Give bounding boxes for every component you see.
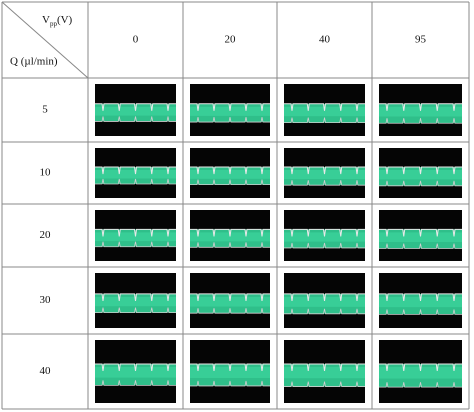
fluid-glow bbox=[190, 170, 270, 179]
micrograph bbox=[284, 340, 365, 403]
micrograph bbox=[190, 210, 270, 261]
fluid-glow bbox=[379, 232, 462, 242]
electrode-edge bbox=[190, 242, 270, 248]
fluid-glow bbox=[95, 170, 176, 179]
row-header: 20 bbox=[40, 229, 52, 241]
electrode-edge bbox=[284, 180, 365, 186]
micrograph bbox=[379, 210, 462, 261]
micrograph bbox=[284, 84, 365, 136]
v-unit: (V) bbox=[57, 14, 73, 26]
micrograph bbox=[95, 340, 176, 403]
electrode-edge bbox=[284, 363, 365, 372]
fluid-glow bbox=[95, 296, 176, 307]
electrode-edge bbox=[95, 241, 176, 248]
fluid-glow bbox=[284, 296, 365, 307]
micrograph bbox=[379, 84, 462, 136]
electrode-edge bbox=[284, 308, 365, 315]
electrode-edge bbox=[95, 166, 176, 175]
electrode-edge bbox=[284, 381, 365, 387]
electrode-edge bbox=[284, 293, 365, 301]
electrode-edge bbox=[190, 363, 270, 372]
electrode-edge bbox=[379, 228, 462, 237]
micrograph bbox=[284, 273, 365, 328]
electrode-edge bbox=[190, 293, 270, 301]
fluid-glow bbox=[95, 366, 176, 378]
electrode-edge bbox=[190, 166, 270, 175]
micrograph bbox=[379, 273, 462, 328]
electrode-edge bbox=[190, 228, 270, 237]
column-header: 40 bbox=[319, 34, 331, 46]
corner-column-label: Vpp(V) bbox=[42, 14, 73, 28]
electrode-edge bbox=[379, 363, 462, 372]
micrograph bbox=[190, 84, 270, 136]
fluid-glow bbox=[284, 106, 365, 117]
micrograph bbox=[95, 148, 176, 198]
corner-row-label: Q (µl/min) bbox=[10, 56, 58, 68]
electrode-edge bbox=[95, 307, 176, 313]
electrode-edge bbox=[379, 103, 462, 111]
electrode-edge bbox=[379, 293, 462, 301]
electrode-edge bbox=[379, 166, 462, 175]
fluid-glow bbox=[379, 106, 462, 117]
fluid-glow bbox=[95, 106, 176, 116]
electrode-edge bbox=[95, 103, 176, 111]
electrode-edge bbox=[95, 293, 176, 301]
electrode-edge bbox=[379, 309, 462, 315]
electrode-edge bbox=[379, 118, 462, 124]
electrode-edge bbox=[284, 228, 365, 237]
row-header: 5 bbox=[42, 104, 48, 116]
row-header: 30 bbox=[40, 294, 52, 306]
electrode-edge bbox=[190, 179, 270, 185]
fluid-glow bbox=[95, 232, 176, 242]
fluid-glow bbox=[190, 296, 270, 307]
column-header: 95 bbox=[415, 34, 427, 46]
row-header: 40 bbox=[40, 365, 52, 377]
fluid-glow bbox=[190, 366, 270, 378]
electrode-edge bbox=[284, 103, 365, 111]
micrograph bbox=[190, 148, 270, 198]
electrode-edge bbox=[190, 380, 270, 387]
v-label: V bbox=[42, 14, 50, 26]
micrograph bbox=[190, 273, 270, 328]
electrode-edge bbox=[95, 380, 176, 386]
micrograph bbox=[95, 84, 176, 136]
fluid-glow bbox=[190, 232, 270, 242]
corner-diagonal bbox=[1, 1, 89, 79]
fluid-glow bbox=[379, 296, 462, 308]
electrode-edge bbox=[284, 242, 365, 249]
micrograph bbox=[284, 210, 365, 261]
electrode-edge bbox=[284, 117, 365, 124]
electrode-edge bbox=[284, 166, 365, 175]
micrograph bbox=[190, 340, 270, 403]
electrode-edge bbox=[379, 382, 462, 388]
column-header: 0 bbox=[133, 34, 139, 46]
row-header: 10 bbox=[40, 167, 52, 179]
fluid-glow bbox=[284, 366, 365, 379]
micrograph bbox=[379, 148, 462, 198]
electrode-edge bbox=[95, 228, 176, 237]
electrode-edge bbox=[95, 363, 176, 372]
electrode-edge bbox=[379, 180, 462, 187]
micrograph bbox=[95, 273, 176, 328]
fluid-glow bbox=[284, 232, 365, 242]
fluid-glow bbox=[284, 170, 365, 180]
fluid-glow bbox=[190, 106, 270, 116]
electrode-edge bbox=[190, 103, 270, 111]
fluid-glow bbox=[379, 366, 462, 379]
column-header: 20 bbox=[225, 34, 237, 46]
electrode-edge bbox=[379, 243, 462, 249]
fluid-glow bbox=[379, 170, 462, 180]
micrograph bbox=[95, 210, 176, 261]
electrode-edge bbox=[95, 116, 176, 122]
micrograph bbox=[284, 148, 365, 198]
electrode-edge bbox=[190, 308, 270, 314]
micrograph bbox=[379, 340, 462, 403]
electrode-edge bbox=[95, 178, 176, 185]
electrode-edge bbox=[190, 116, 270, 123]
v-subscript: pp bbox=[50, 20, 58, 28]
